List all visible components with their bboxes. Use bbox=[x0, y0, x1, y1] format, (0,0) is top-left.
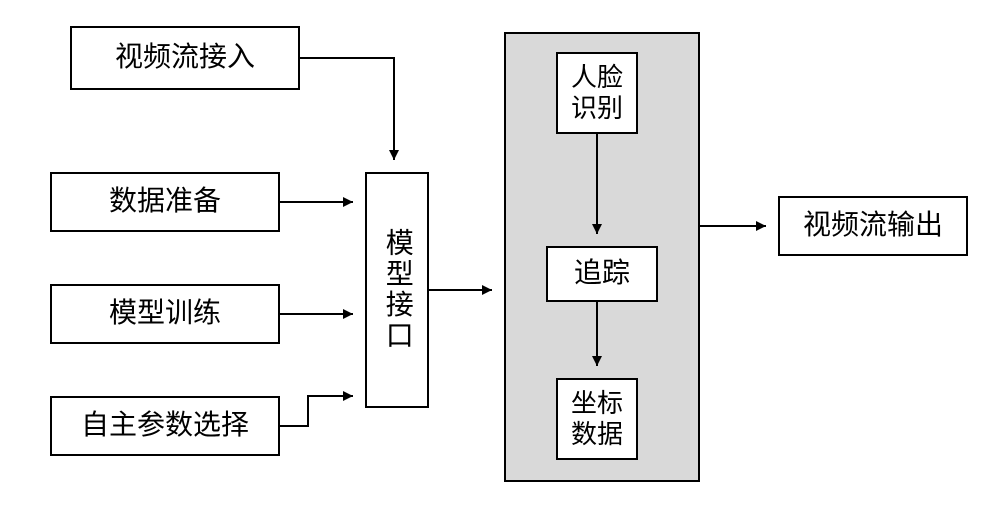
data-prep-label: 数据准备 bbox=[109, 185, 221, 219]
param-sel-box: 自主参数选择 bbox=[50, 396, 280, 456]
data-prep-box: 数据准备 bbox=[50, 172, 280, 232]
model-interface-box: 模型接口 bbox=[365, 172, 429, 408]
video-in-label: 视频流接入 bbox=[115, 41, 255, 75]
face-rec-label: 人脸识别 bbox=[571, 62, 623, 124]
model-train-label: 模型训练 bbox=[109, 297, 221, 331]
track-box: 追踪 bbox=[546, 246, 658, 302]
model-interface-label: 模型接口 bbox=[380, 228, 414, 351]
coord-label: 坐标数据 bbox=[571, 388, 623, 450]
track-label: 追踪 bbox=[574, 257, 630, 291]
video-out-label: 视频流输出 bbox=[803, 209, 943, 243]
video-in-box: 视频流接入 bbox=[70, 26, 300, 90]
edge-param-sel bbox=[280, 396, 353, 426]
video-out-box: 视频流输出 bbox=[778, 196, 968, 256]
model-train-box: 模型训练 bbox=[50, 284, 280, 344]
edge-video-in bbox=[300, 58, 394, 160]
face-rec-box: 人脸识别 bbox=[556, 52, 638, 134]
coord-box: 坐标数据 bbox=[556, 378, 638, 460]
param-sel-label: 自主参数选择 bbox=[81, 409, 249, 443]
